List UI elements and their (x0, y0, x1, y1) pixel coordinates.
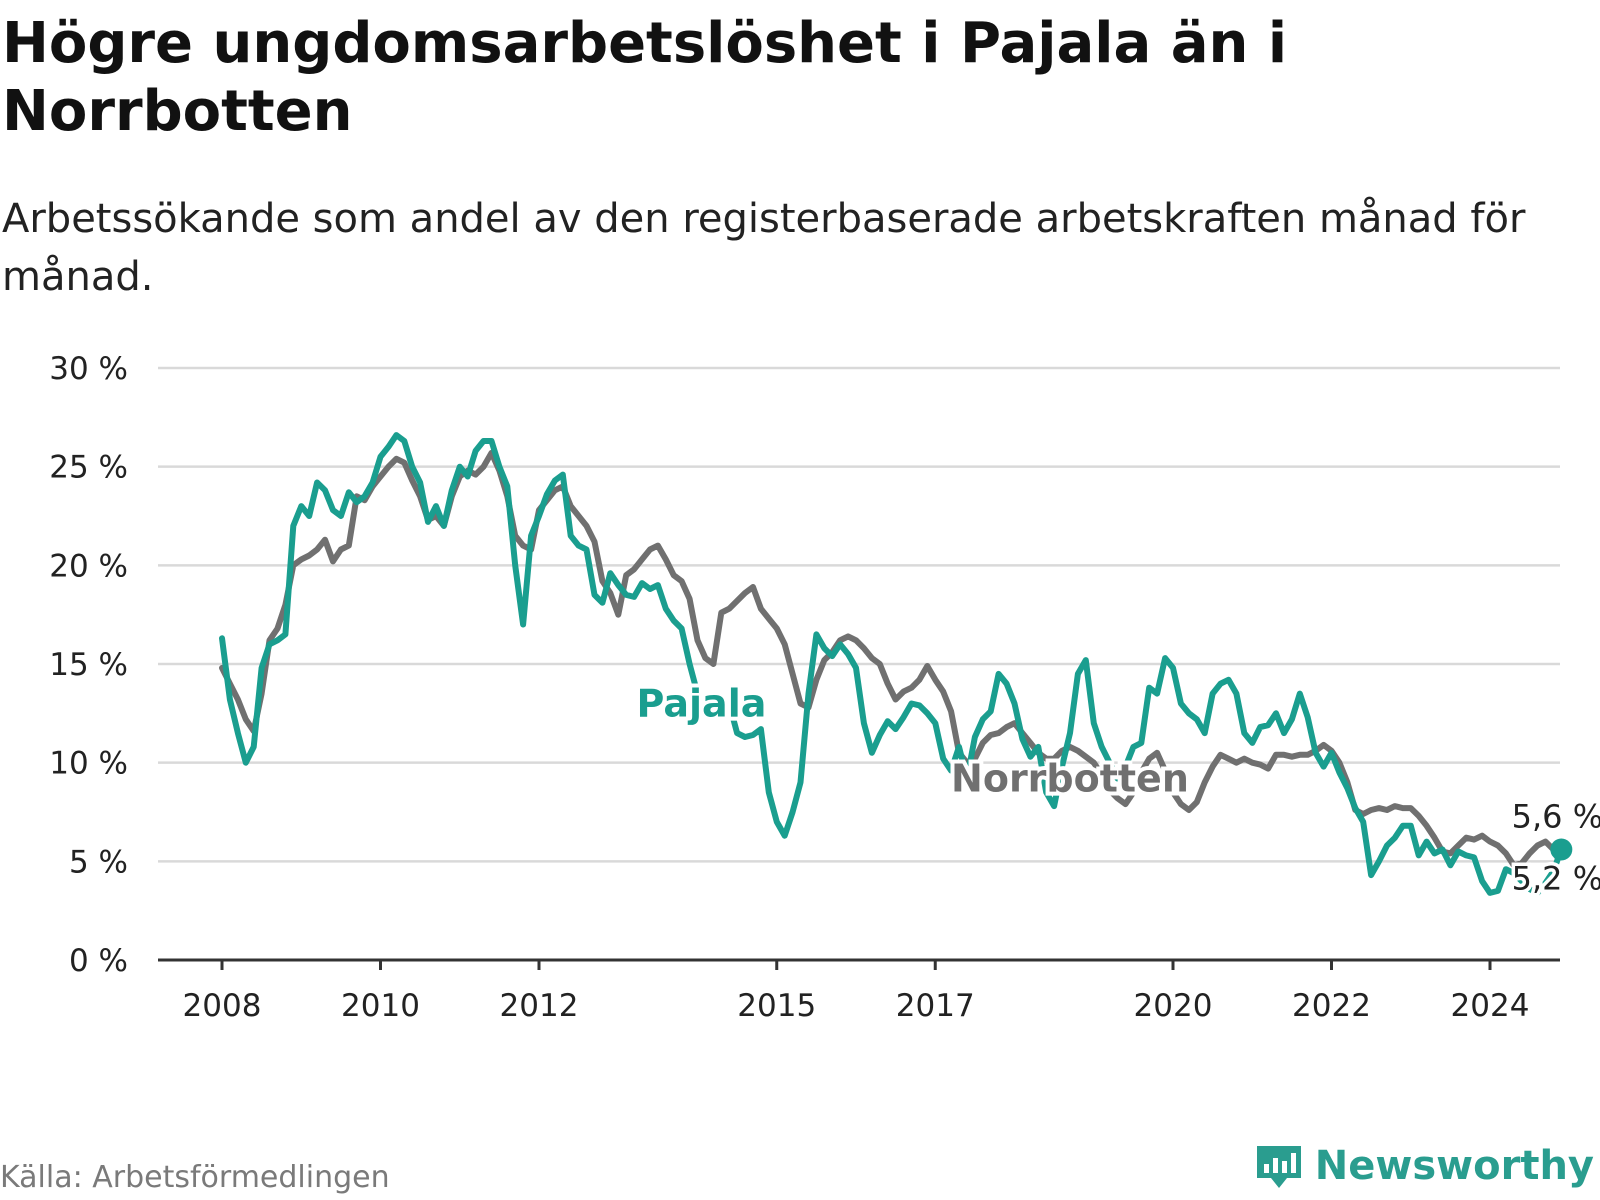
y-tick-label: 10 % (49, 746, 128, 782)
newsworthy-logo-icon (1256, 1146, 1301, 1188)
y-tick-label: 0 % (69, 943, 128, 979)
line-chart: 0 %5 %10 %15 %20 %25 %30 % 2008 2010 2012 2… (49, 351, 1600, 1024)
x-tick-label: 2010 (341, 988, 420, 1024)
end-label-pajala: 5,6 % (1512, 797, 1600, 835)
series-labels: Norrbotten 5,2 % Pajala 5,6 % (633, 677, 1600, 900)
y-tick-label: 20 % (49, 548, 128, 584)
y-tick-label: 15 % (49, 647, 128, 683)
y-tick-label: 5 % (69, 844, 128, 880)
chart-subtitle: Arbetssökande som andel av den registerb… (2, 196, 1526, 300)
x-axis-ticks: 2008 2010 2012 2015 2017 2020 2022 2024 (158, 958, 1560, 1024)
x-tick-label: 2015 (737, 988, 816, 1024)
end-label-norrbotten: 5,2 % (1512, 859, 1600, 897)
series-line-norrbotten (219, 449, 1561, 869)
y-tick-label: 25 % (49, 450, 128, 486)
series-label-pajala: Pajala (637, 681, 767, 725)
x-tick-label: 2017 (896, 988, 975, 1024)
brand-name: Newsworthy (1314, 1143, 1594, 1189)
series-line-pajala (219, 432, 1565, 896)
x-tick-label: 2024 (1451, 988, 1530, 1024)
series-label-norrbotten: Norrbotten (951, 756, 1189, 800)
x-tick-label: 2012 (500, 988, 579, 1024)
source-note: Källa: Arbetsförmedlingen (0, 1160, 390, 1195)
chart-title: Högre ungdomsarbetslöshet i Pajala än i … (2, 11, 1288, 144)
x-tick-label: 2020 (1134, 988, 1213, 1024)
series-lines (219, 432, 1573, 896)
x-tick-label: 2022 (1292, 988, 1371, 1024)
y-axis-ticks: 0 % 5 % 10 % 15 % 20 % 25 % 30 % (49, 351, 128, 979)
y-tick-label: 30 % (49, 351, 128, 387)
pajala-end-point (1550, 838, 1573, 861)
brand[interactable]: Newsworthy (1253, 1140, 1594, 1192)
x-tick-label: 2008 (183, 988, 262, 1024)
